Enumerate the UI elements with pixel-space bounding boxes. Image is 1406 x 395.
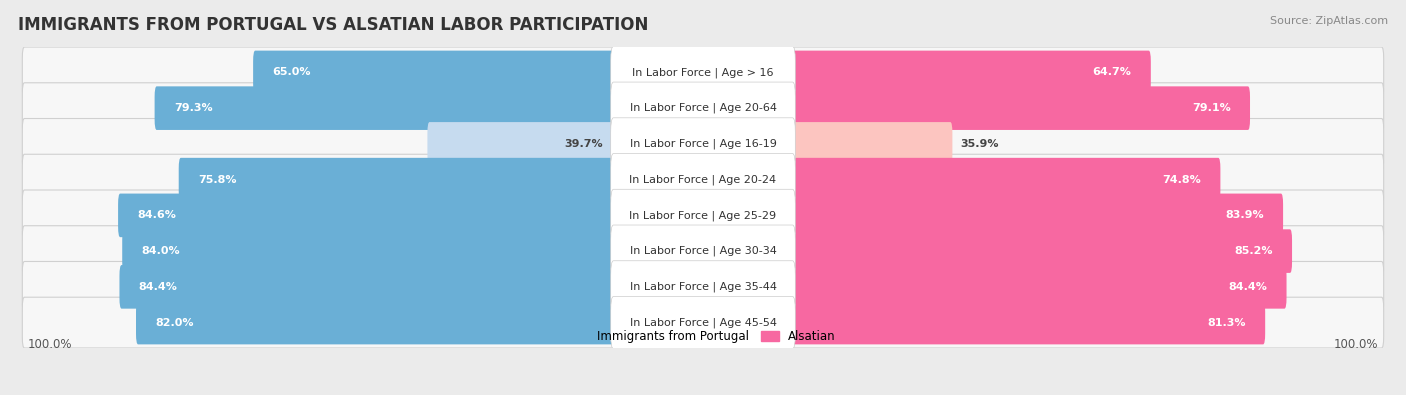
Text: 79.3%: 79.3% xyxy=(174,103,212,113)
Text: 83.9%: 83.9% xyxy=(1225,211,1264,220)
FancyBboxPatch shape xyxy=(122,229,616,273)
FancyBboxPatch shape xyxy=(22,297,1384,348)
FancyBboxPatch shape xyxy=(790,122,952,166)
FancyBboxPatch shape xyxy=(790,229,1292,273)
FancyBboxPatch shape xyxy=(22,190,1384,241)
Text: 81.3%: 81.3% xyxy=(1208,318,1246,327)
FancyBboxPatch shape xyxy=(790,158,1220,201)
Text: In Labor Force | Age > 16: In Labor Force | Age > 16 xyxy=(633,67,773,78)
Text: 84.0%: 84.0% xyxy=(142,246,180,256)
FancyBboxPatch shape xyxy=(610,225,796,277)
FancyBboxPatch shape xyxy=(790,265,1286,308)
FancyBboxPatch shape xyxy=(610,82,796,134)
FancyBboxPatch shape xyxy=(22,226,1384,276)
FancyBboxPatch shape xyxy=(790,87,1250,130)
Text: 84.4%: 84.4% xyxy=(1229,282,1267,292)
Text: In Labor Force | Age 35-44: In Labor Force | Age 35-44 xyxy=(630,282,776,292)
FancyBboxPatch shape xyxy=(179,158,616,201)
Text: 39.7%: 39.7% xyxy=(564,139,603,149)
Text: In Labor Force | Age 16-19: In Labor Force | Age 16-19 xyxy=(630,139,776,149)
FancyBboxPatch shape xyxy=(610,154,796,206)
Text: 75.8%: 75.8% xyxy=(198,175,236,184)
FancyBboxPatch shape xyxy=(610,46,796,98)
Text: 84.4%: 84.4% xyxy=(139,282,177,292)
FancyBboxPatch shape xyxy=(155,87,616,130)
Text: In Labor Force | Age 20-64: In Labor Force | Age 20-64 xyxy=(630,103,776,113)
Text: 82.0%: 82.0% xyxy=(155,318,194,327)
FancyBboxPatch shape xyxy=(610,297,796,349)
Text: 85.2%: 85.2% xyxy=(1234,246,1272,256)
Text: 100.0%: 100.0% xyxy=(1334,338,1378,351)
FancyBboxPatch shape xyxy=(22,47,1384,98)
FancyBboxPatch shape xyxy=(22,261,1384,312)
Text: Source: ZipAtlas.com: Source: ZipAtlas.com xyxy=(1270,16,1388,26)
FancyBboxPatch shape xyxy=(790,194,1284,237)
FancyBboxPatch shape xyxy=(118,194,616,237)
Text: 100.0%: 100.0% xyxy=(28,338,72,351)
FancyBboxPatch shape xyxy=(22,83,1384,134)
Text: 74.8%: 74.8% xyxy=(1163,175,1201,184)
Text: In Labor Force | Age 20-24: In Labor Force | Age 20-24 xyxy=(630,174,776,185)
Text: 64.7%: 64.7% xyxy=(1092,68,1132,77)
Legend: Immigrants from Portugal, Alsatian: Immigrants from Portugal, Alsatian xyxy=(565,325,841,348)
Text: In Labor Force | Age 25-29: In Labor Force | Age 25-29 xyxy=(630,210,776,221)
FancyBboxPatch shape xyxy=(790,301,1265,344)
FancyBboxPatch shape xyxy=(790,51,1152,94)
FancyBboxPatch shape xyxy=(610,118,796,170)
Text: 84.6%: 84.6% xyxy=(138,211,176,220)
Text: In Labor Force | Age 45-54: In Labor Force | Age 45-54 xyxy=(630,317,776,328)
Text: 65.0%: 65.0% xyxy=(273,68,311,77)
FancyBboxPatch shape xyxy=(427,122,616,166)
FancyBboxPatch shape xyxy=(120,265,616,308)
Text: IMMIGRANTS FROM PORTUGAL VS ALSATIAN LABOR PARTICIPATION: IMMIGRANTS FROM PORTUGAL VS ALSATIAN LAB… xyxy=(18,16,648,34)
FancyBboxPatch shape xyxy=(22,154,1384,205)
FancyBboxPatch shape xyxy=(610,261,796,313)
Text: 35.9%: 35.9% xyxy=(960,139,1000,149)
FancyBboxPatch shape xyxy=(610,189,796,241)
Text: 79.1%: 79.1% xyxy=(1192,103,1230,113)
Text: In Labor Force | Age 30-34: In Labor Force | Age 30-34 xyxy=(630,246,776,256)
FancyBboxPatch shape xyxy=(22,118,1384,169)
FancyBboxPatch shape xyxy=(136,301,616,344)
FancyBboxPatch shape xyxy=(253,51,616,94)
